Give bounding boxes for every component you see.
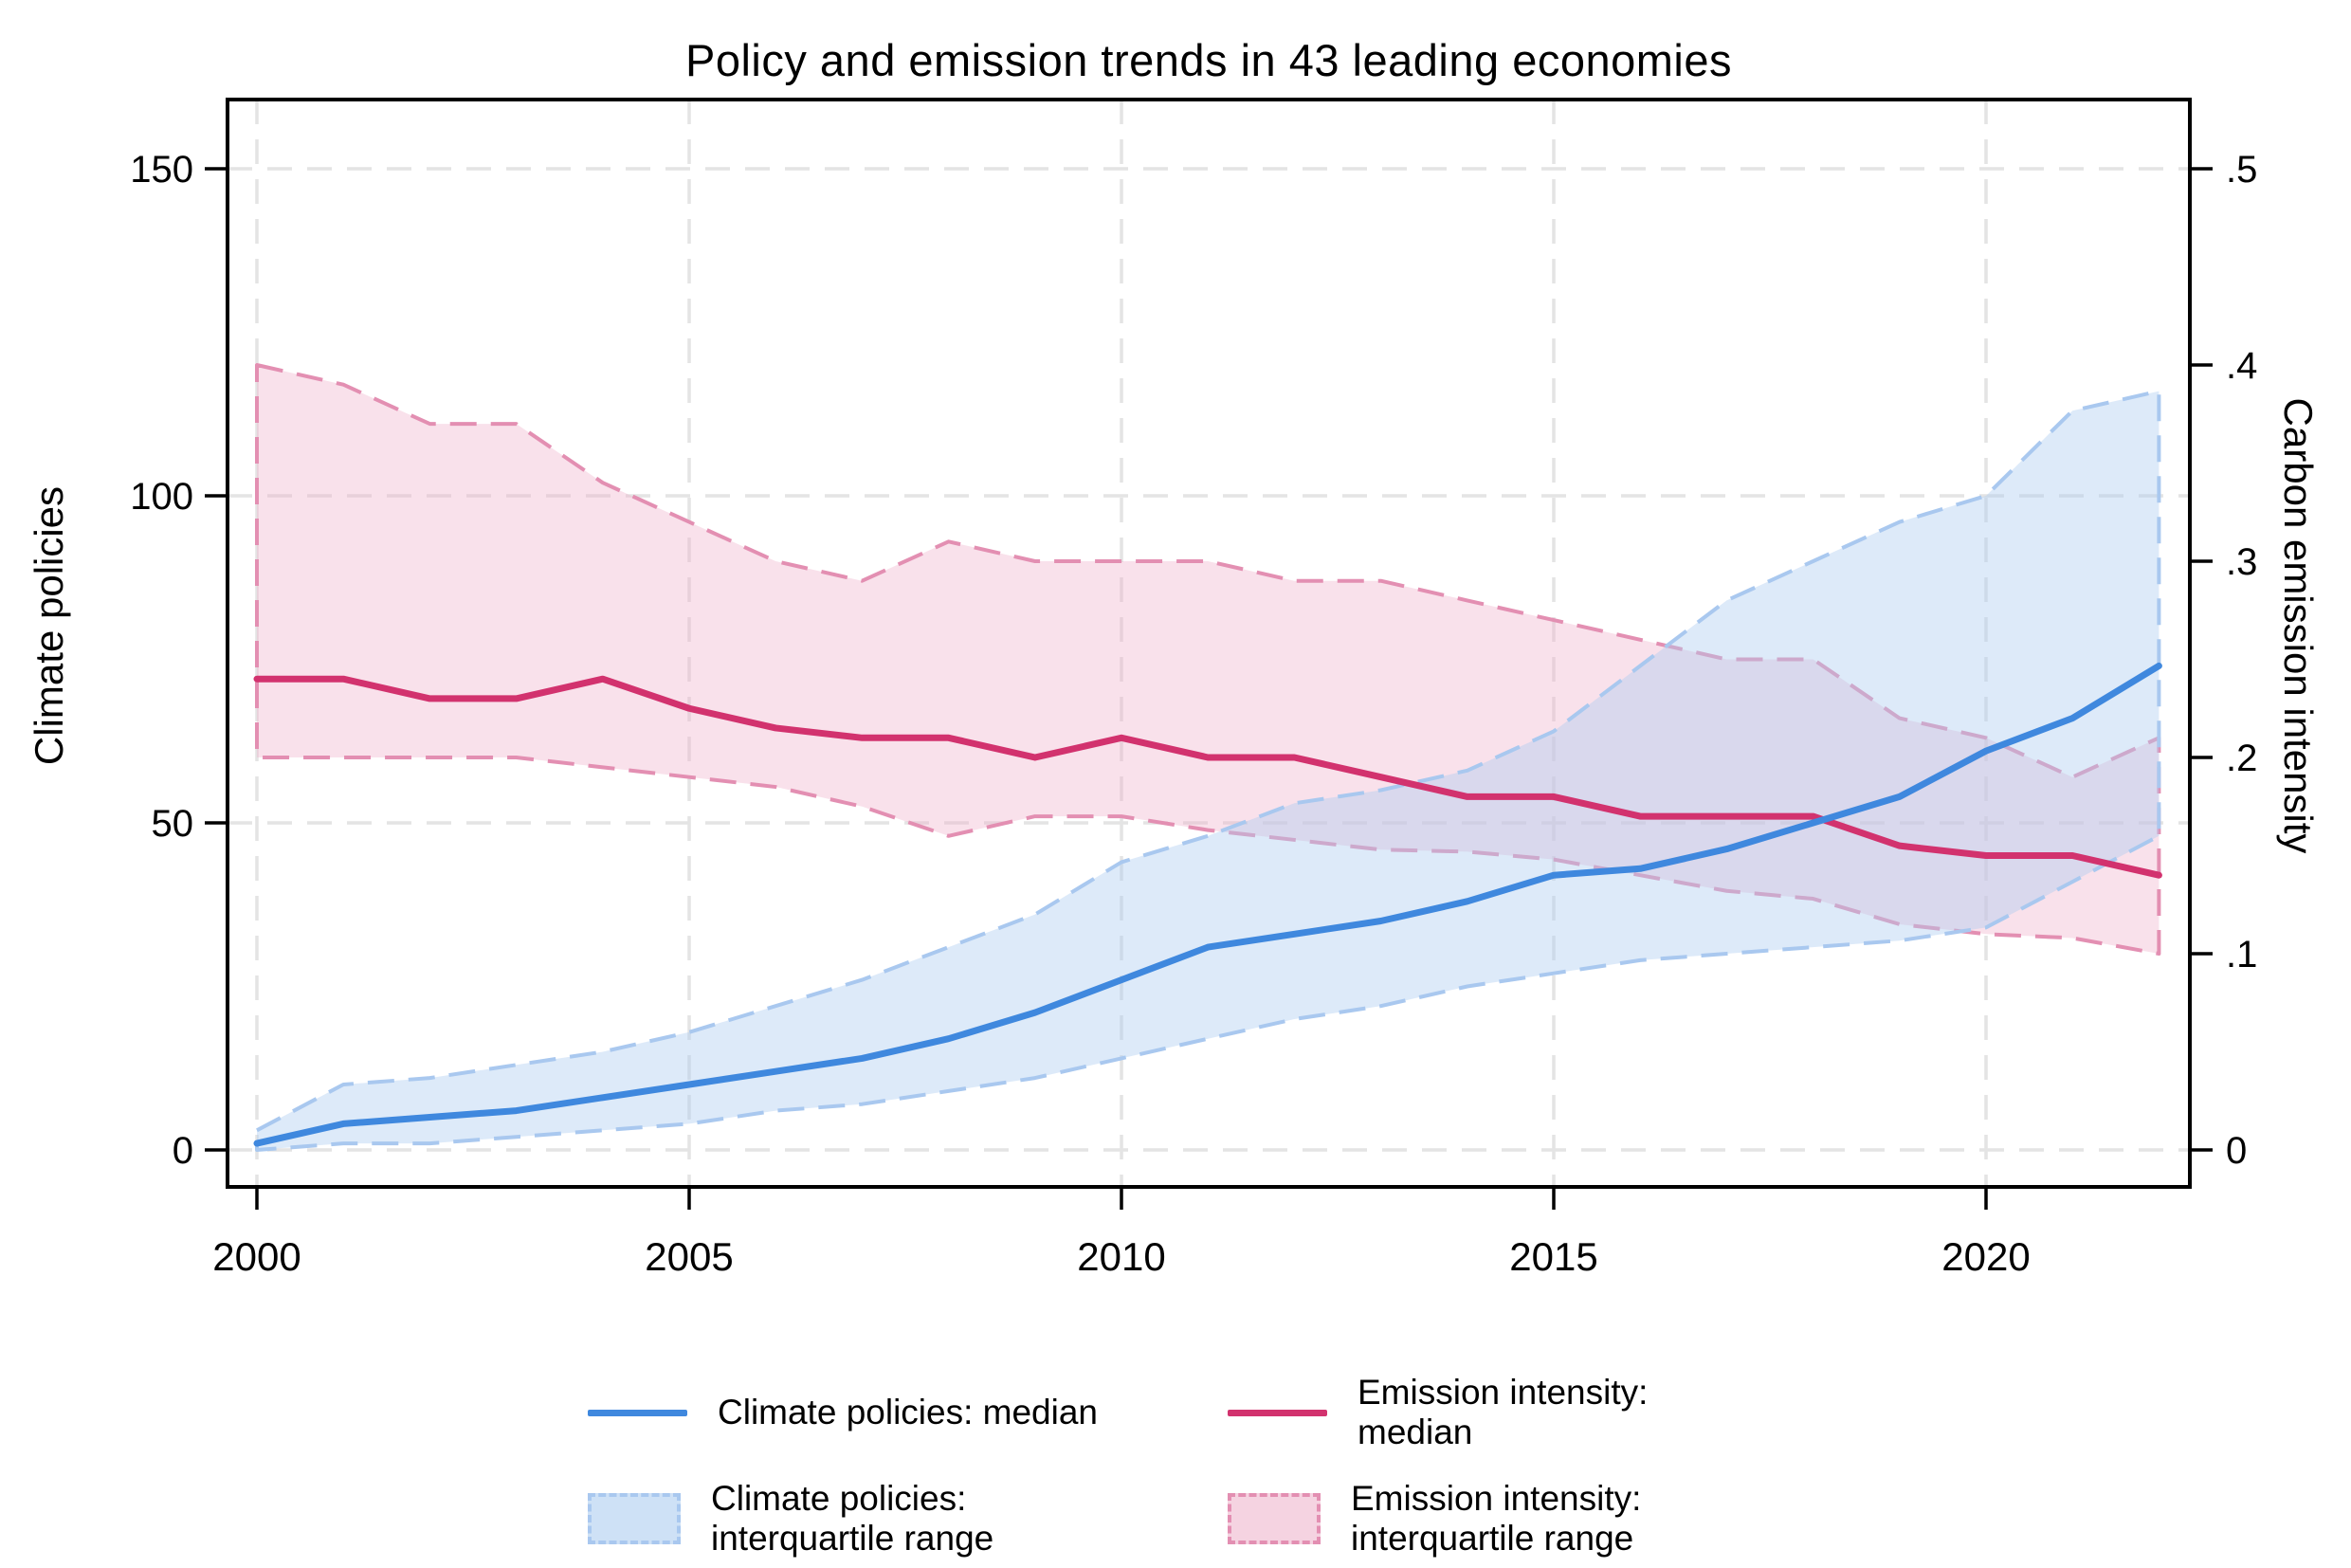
right-tick-label: .3 (2226, 541, 2257, 583)
median-line (253, 675, 2162, 879)
median-lines (253, 662, 2162, 1147)
iqr-bands (255, 363, 2161, 1152)
legend-item-climate-median: Climate policies: median (588, 1373, 1123, 1452)
plot-frame (226, 98, 2192, 1189)
legend-label: Climate policies: interquartile range (711, 1479, 994, 1558)
legend-item-emission-median: Emission intensity: median (1228, 1373, 1763, 1452)
chart-legend: Climate policies: median Emission intens… (588, 1373, 1763, 1559)
x-tick-label: 2020 (1941, 1234, 2030, 1279)
median-line (253, 662, 2162, 1147)
right-tick-label: .4 (2226, 345, 2257, 387)
left-tick-label: 50 (152, 803, 194, 845)
right-tick-label: .5 (2226, 149, 2257, 191)
gridlines (228, 100, 2190, 1187)
right-tick-label: .1 (2226, 934, 2257, 975)
left-tick-label: 100 (130, 476, 193, 518)
right-tick-label: .2 (2226, 738, 2257, 779)
x-tick-label: 2010 (1077, 1234, 1165, 1279)
legend-label: Climate policies: median (718, 1393, 1099, 1431)
legend-item-emission-iqr: Emission intensity: interquartile range (1228, 1479, 1763, 1559)
x-tick-label: 2015 (1509, 1234, 1597, 1279)
legend-label: Emission intensity: interquartile range (1351, 1479, 1642, 1558)
right-tick-label: 0 (2226, 1130, 2247, 1172)
legend-item-climate-iqr: Climate policies: interquartile range (588, 1479, 1123, 1559)
axes: 0 50 100 150 0 .1 .2 .3 .4 .5 2000 2005 2010 2015 2020 (130, 98, 2257, 1279)
left-tick-label: 150 (130, 149, 193, 191)
left-tick-label: 0 (173, 1130, 193, 1172)
legend-swatch-emission-median-line (1228, 1409, 1327, 1416)
legend-swatch-emission-iqr-box (1228, 1493, 1321, 1544)
legend-label: Emission intensity: median (1358, 1373, 1649, 1451)
x-tick-label: 2005 (645, 1234, 733, 1279)
iqr-band-edge (255, 363, 2161, 956)
legend-swatch-climate-iqr-box (588, 1493, 681, 1544)
legend-swatch-climate-median-line (588, 1409, 687, 1416)
x-tick-label: 2000 (212, 1234, 301, 1279)
chart-title: Policy and emission trends in 43 leading… (684, 35, 1732, 85)
iqr-band-fill (257, 391, 2160, 1151)
iqr-band-edge (255, 389, 2161, 1152)
iqr-band-fill (257, 365, 2160, 954)
